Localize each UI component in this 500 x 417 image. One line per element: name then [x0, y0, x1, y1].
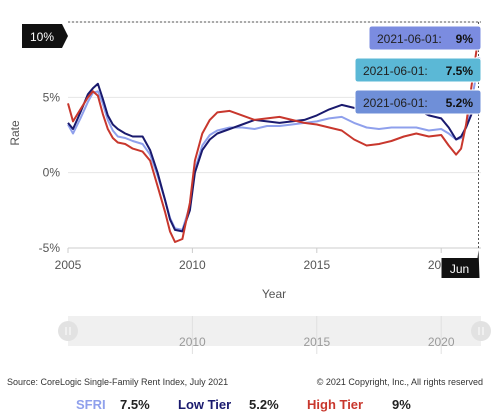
tooltips: 2021-06-01: 9% 2021-06-01: 7.5% 2021-06-01: 5… — [354, 25, 482, 115]
navigator-tick-label: 2020 — [428, 335, 455, 349]
tooltip-value: 5.2% — [446, 96, 474, 110]
navigator-track[interactable] — [68, 316, 481, 346]
crosshair-y-badge: 10% — [22, 24, 68, 48]
series-lines — [67, 33, 483, 243]
legend-item-low-tier-value: 5.2% — [249, 397, 279, 412]
chart: -5% 0% 5% 2005 2010 2015 2020 2010 2015 2020 10… — [8, 21, 491, 354]
legend-item-sfri-name[interactable]: SFRI — [76, 397, 106, 412]
navigator-left-handle[interactable] — [58, 321, 78, 341]
x-tick-label: 2015 — [303, 258, 330, 272]
crosshair-x-label: Jun — [450, 262, 469, 276]
tooltip-date: 2021-06-01: — [363, 64, 428, 78]
navigator-tick-label: 2015 — [303, 335, 330, 349]
source-note: Source: CoreLogic Single-Family Rent Ind… — [7, 377, 229, 387]
legend: SFRI 7.5% Low Tier 5.2% High Tier 9% — [0, 395, 500, 415]
series-line-sfri[interactable] — [67, 59, 480, 231]
crosshair-y-label: 10% — [30, 30, 54, 44]
tooltip-high-tier: 2021-06-01: 9% — [368, 25, 482, 51]
tooltip-low-tier: 2021-06-01: 5.2% — [354, 89, 482, 115]
x-tick-label: 2005 — [55, 258, 82, 272]
navigator-right-handle[interactable] — [471, 321, 491, 341]
crosshair: 10% Jun — [22, 21, 481, 278]
tooltip-date: 2021-06-01: — [363, 96, 428, 110]
tooltip-date: 2021-06-01: — [377, 32, 442, 46]
tooltip-value: 9% — [456, 32, 474, 46]
y-tick-label: 0% — [43, 166, 61, 180]
x-axis: 2005 2010 2015 2020 — [55, 247, 481, 272]
y-axis-title: Rate — [8, 120, 22, 146]
series-line-high-tier[interactable] — [67, 36, 480, 243]
legend-item-sfri-value: 7.5% — [120, 397, 150, 412]
legend-item-high-tier-value: 9% — [392, 397, 411, 412]
y-axis: -5% 0% 5% — [39, 90, 61, 255]
navigator[interactable]: 2010 2015 2020 — [58, 316, 491, 354]
x-axis-title: Year — [262, 287, 286, 301]
series-line-low-tier[interactable] — [67, 82, 480, 233]
y-tick-label: -5% — [39, 241, 61, 255]
copyright-note: © 2021 Copyright, Inc., All rights reser… — [316, 377, 483, 387]
x-tick-label: 2010 — [179, 258, 206, 272]
legend-item-high-tier-name[interactable]: High Tier — [307, 397, 364, 412]
y-tick-label: 5% — [43, 90, 61, 104]
navigator-tick-label: 2010 — [179, 335, 206, 349]
tooltip-value: 7.5% — [446, 64, 474, 78]
legend-item-low-tier-name[interactable]: Low Tier — [178, 397, 232, 412]
crosshair-x-badge: Jun — [441, 250, 480, 278]
tooltip-sfri: 2021-06-01: 7.5% — [354, 57, 482, 83]
